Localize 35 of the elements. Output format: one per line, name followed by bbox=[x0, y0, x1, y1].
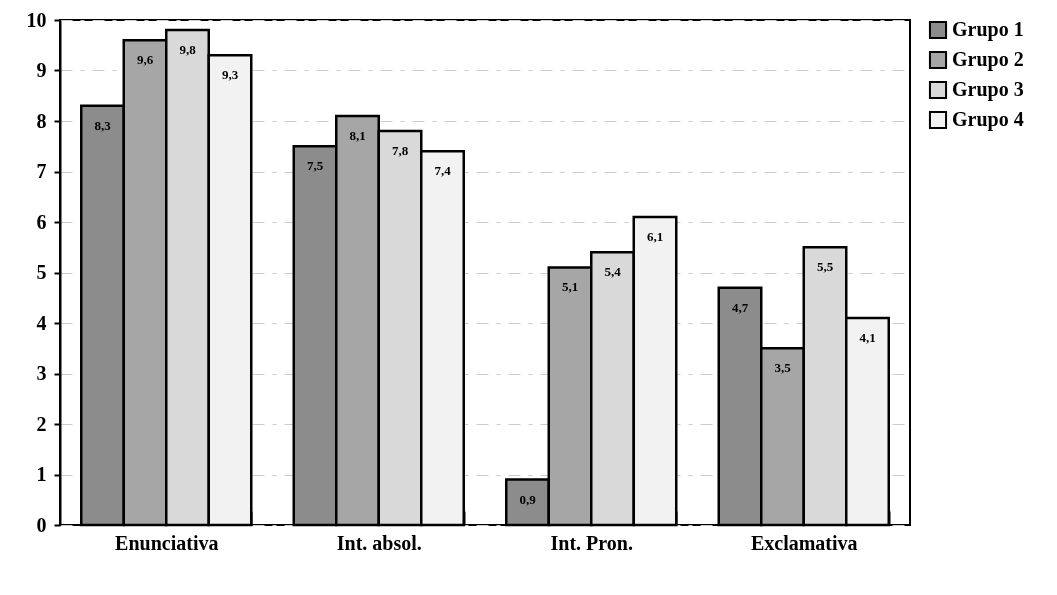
y-tick-label: 1 bbox=[36, 463, 47, 485]
y-tick-label: 0 bbox=[36, 513, 47, 536]
data-label: 7,8 bbox=[391, 143, 409, 159]
y-tick-label: 7 bbox=[36, 160, 47, 182]
y-tick-label: 5 bbox=[36, 261, 47, 283]
data-label: 5,4 bbox=[604, 264, 622, 280]
data-label: 8,3 bbox=[94, 117, 112, 133]
data-label: 5,1 bbox=[561, 279, 579, 295]
x-tick-label: Exclamativa bbox=[750, 531, 858, 554]
legend-label: Grupo 3 bbox=[952, 78, 1024, 101]
y-tick-label: 4 bbox=[36, 311, 47, 334]
data-label: 7,4 bbox=[434, 163, 452, 179]
data-label: 9,8 bbox=[179, 42, 197, 58]
y-tick-label: 8 bbox=[36, 109, 47, 132]
y-tick-label: 3 bbox=[36, 362, 47, 384]
legend-label: Grupo 1 bbox=[952, 18, 1024, 41]
data-label: 6,1 bbox=[646, 228, 664, 244]
x-tick-label: Int. absol. bbox=[336, 531, 422, 554]
x-tick-label: Enunciativa bbox=[115, 531, 219, 554]
data-label: 3,5 bbox=[774, 360, 792, 376]
data-label: 4,7 bbox=[731, 299, 749, 315]
data-label: 5,5 bbox=[816, 259, 834, 275]
data-label: 8,1 bbox=[349, 127, 366, 143]
data-label: 7,5 bbox=[306, 158, 324, 174]
data-label: 9,3 bbox=[221, 67, 239, 83]
legend-label: Grupo 2 bbox=[952, 48, 1024, 71]
data-label: 4,1 bbox=[859, 329, 876, 345]
legend-label: Grupo 4 bbox=[952, 108, 1024, 131]
y-tick-label: 10 bbox=[26, 8, 47, 31]
x-tick-label: Int. Pron. bbox=[550, 531, 633, 554]
data-label: 0,9 bbox=[519, 491, 537, 507]
y-tick-label: 2 bbox=[36, 412, 47, 435]
y-tick-label: 9 bbox=[36, 59, 47, 81]
y-tick-label: 6 bbox=[36, 210, 47, 233]
data-label: 9,6 bbox=[136, 52, 154, 68]
